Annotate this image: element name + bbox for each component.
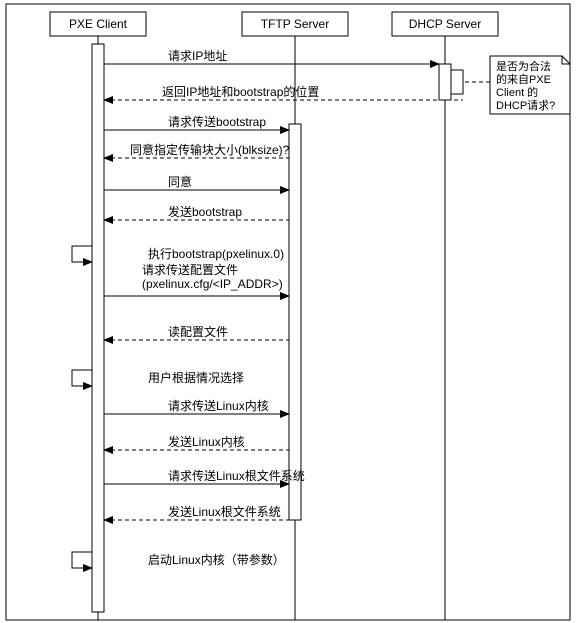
svg-text:同意: 同意 bbox=[168, 174, 192, 189]
svg-text:请求传送Linux内核: 请求传送Linux内核 bbox=[168, 398, 269, 413]
activation-1 bbox=[289, 124, 301, 520]
message-0: 请求IP地址 bbox=[104, 49, 439, 64]
svg-text:发送Linux内核: 发送Linux内核 bbox=[168, 434, 245, 449]
message-1: 返回IP地址和bootstrap的位置 bbox=[104, 84, 463, 100]
activation-2 bbox=[439, 64, 451, 100]
sequence-diagram: PXE Client TFTP Server DHCP Server 请求IP地址返回… bbox=[0, 0, 576, 623]
svg-text:发送bootstrap: 发送bootstrap bbox=[168, 204, 242, 219]
message-5: 发送bootstrap bbox=[104, 204, 289, 220]
activation-3 bbox=[451, 70, 463, 94]
participant-label-dhcp: DHCP Server bbox=[409, 17, 481, 31]
message-8: 读配置文件 bbox=[104, 324, 289, 340]
activation-0 bbox=[92, 44, 104, 612]
svg-text:请求IP地址: 请求IP地址 bbox=[168, 49, 227, 63]
svg-text:执行bootstrap(pxelinux.0): 执行bootstrap(pxelinux.0) bbox=[148, 247, 284, 261]
message-4: 同意 bbox=[104, 174, 289, 190]
svg-text:(pxelinux.cfg/<IP_ADDR>): (pxelinux.cfg/<IP_ADDR>) bbox=[142, 277, 283, 291]
svg-text:用户根据情况选择: 用户根据情况选择 bbox=[148, 370, 244, 385]
svg-text:请求传送配置文件: 请求传送配置文件 bbox=[142, 262, 238, 277]
message-7: 请求传送配置文件(pxelinux.cfg/<IP_ADDR>) bbox=[104, 262, 289, 296]
message-11: 发送Linux内核 bbox=[104, 434, 289, 450]
svg-text:请求传送bootstrap: 请求传送bootstrap bbox=[168, 114, 266, 129]
message-13: 发送Linux根文件系统 bbox=[104, 504, 289, 520]
message-10: 请求传送Linux内核 bbox=[104, 398, 289, 414]
svg-text:读配置文件: 读配置文件 bbox=[168, 324, 228, 339]
message-2: 请求传送bootstrap bbox=[104, 114, 289, 130]
message-3: 同意指定传输块大小(blksize)? bbox=[104, 142, 290, 158]
svg-text:的来自PXE: 的来自PXE bbox=[496, 72, 551, 86]
svg-text:发送Linux根文件系统: 发送Linux根文件系统 bbox=[168, 504, 281, 519]
participant-label-tftp: TFTP Server bbox=[261, 17, 329, 31]
svg-text:Client 的: Client 的 bbox=[496, 85, 538, 99]
svg-text:请求传送Linux根文件系统: 请求传送Linux根文件系统 bbox=[168, 468, 305, 483]
participant-label-pxe: PXE Client bbox=[69, 17, 128, 31]
svg-text:是否为合法: 是否为合法 bbox=[496, 59, 551, 73]
svg-text:同意指定传输块大小(blksize)?: 同意指定传输块大小(blksize)? bbox=[130, 142, 290, 157]
svg-text:返回IP地址和bootstrap的位置: 返回IP地址和bootstrap的位置 bbox=[162, 84, 319, 99]
note: 是否为合法的来自PXE Client 的DHCP请求? bbox=[463, 56, 570, 114]
svg-text:启动Linux内核（带参数）: 启动Linux内核（带参数） bbox=[148, 552, 285, 567]
svg-text:DHCP请求?: DHCP请求? bbox=[496, 99, 555, 112]
message-12: 请求传送Linux根文件系统 bbox=[104, 468, 305, 484]
